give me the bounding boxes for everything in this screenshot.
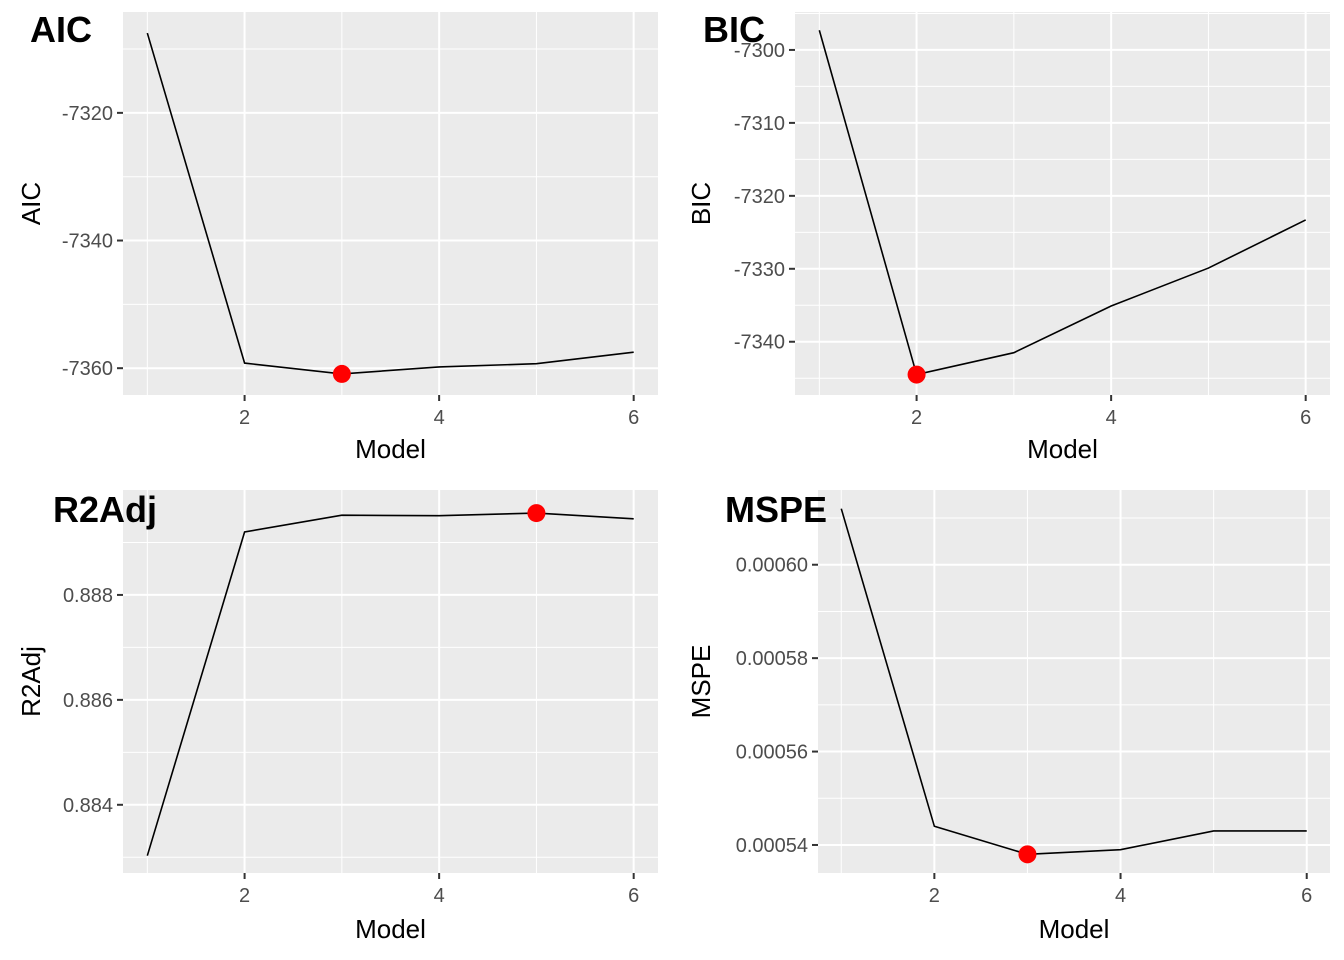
y-axis-title: AIC — [16, 182, 46, 225]
data-point — [840, 508, 842, 510]
panel-background — [123, 490, 658, 873]
y-tick-label: -7310 — [734, 113, 785, 135]
panel-r2adj: 2 4 6 0.884 0.886 0.888 Model R2Adj R2Adj — [16, 489, 658, 944]
optimum-point — [1018, 845, 1037, 864]
panel-bic: 2 4 6 -7340 -7330 -7320 -7310 -7300 Model BIC BIC — [686, 9, 1330, 464]
y-axis-title: BIC — [686, 182, 716, 225]
y-tick-label: -7340 — [734, 332, 785, 354]
panel-title: MSPE — [725, 489, 827, 530]
series-line — [818, 30, 1307, 376]
optimum-point — [907, 365, 926, 384]
panel-title: AIC — [30, 9, 92, 50]
x-tick-label: 2 — [929, 885, 940, 907]
x-tick-label: 2 — [911, 407, 922, 429]
series-line — [146, 512, 634, 856]
panel-title: BIC — [703, 9, 765, 50]
y-tick-label: 0.00056 — [736, 742, 808, 764]
x-axis-title: Model — [1039, 914, 1110, 944]
y-tick-label: -7340 — [62, 231, 113, 253]
data-point — [438, 366, 440, 368]
panel-mspe: 2 4 6 0.00054 0.00056 0.00058 0.00060 Model MSPE… — [686, 489, 1330, 944]
y-tick-label: 0.888 — [63, 585, 113, 607]
data-point — [1306, 830, 1308, 832]
x-tick-label: 2 — [239, 885, 250, 907]
panel-aic: 2 4 6 -7360 -7340 -7320 Model AIC AIC — [16, 9, 658, 464]
y-tick-label: -7330 — [734, 259, 785, 281]
data-point — [633, 351, 635, 353]
data-point — [535, 363, 537, 365]
x-tick-label: 4 — [1115, 885, 1126, 907]
y-tick-label: 0.00058 — [736, 648, 808, 670]
data-point — [1013, 352, 1015, 354]
data-point — [818, 29, 820, 31]
panel-title: R2Adj — [53, 489, 157, 530]
x-axis-title: Model — [355, 914, 426, 944]
data-point — [1110, 305, 1112, 307]
optimum-point — [332, 364, 351, 383]
x-axis-title: Model — [355, 434, 426, 464]
panel-background — [123, 12, 658, 395]
y-tick-label: -7320 — [734, 186, 785, 208]
series-line — [840, 508, 1307, 856]
y-tick-label: 0.886 — [63, 690, 113, 712]
y-axis-title: MSPE — [686, 645, 716, 719]
x-tick-label: 4 — [1106, 407, 1117, 429]
data-point — [438, 515, 440, 517]
panel-background — [795, 12, 1330, 395]
y-tick-label: -7300 — [734, 40, 785, 62]
data-point — [933, 825, 935, 827]
x-axis-title: Model — [1027, 434, 1098, 464]
x-tick-label: 6 — [628, 885, 639, 907]
optimum-point — [527, 504, 546, 523]
data-point — [633, 518, 635, 520]
data-point — [146, 32, 148, 34]
y-tick-label: -7320 — [62, 103, 113, 125]
data-point — [1213, 830, 1215, 832]
data-point — [341, 514, 343, 516]
data-point — [244, 531, 246, 533]
data-point — [1120, 849, 1122, 851]
y-axis-title: R2Adj — [16, 646, 46, 717]
x-tick-label: 4 — [434, 407, 445, 429]
data-point — [146, 855, 148, 857]
x-tick-label: 2 — [239, 407, 250, 429]
x-tick-label: 4 — [434, 885, 445, 907]
x-tick-label: 6 — [1300, 407, 1311, 429]
x-tick-label: 6 — [1301, 885, 1312, 907]
y-tick-label: 0.884 — [63, 795, 113, 817]
y-tick-label: -7360 — [62, 358, 113, 380]
y-tick-label: 0.00060 — [736, 555, 808, 577]
panel-background — [818, 490, 1330, 873]
x-tick-label: 6 — [628, 407, 639, 429]
series-line — [146, 32, 634, 375]
data-point — [1207, 267, 1209, 269]
data-point — [244, 362, 246, 364]
data-point — [1305, 219, 1307, 221]
y-tick-label: 0.00054 — [736, 835, 808, 857]
